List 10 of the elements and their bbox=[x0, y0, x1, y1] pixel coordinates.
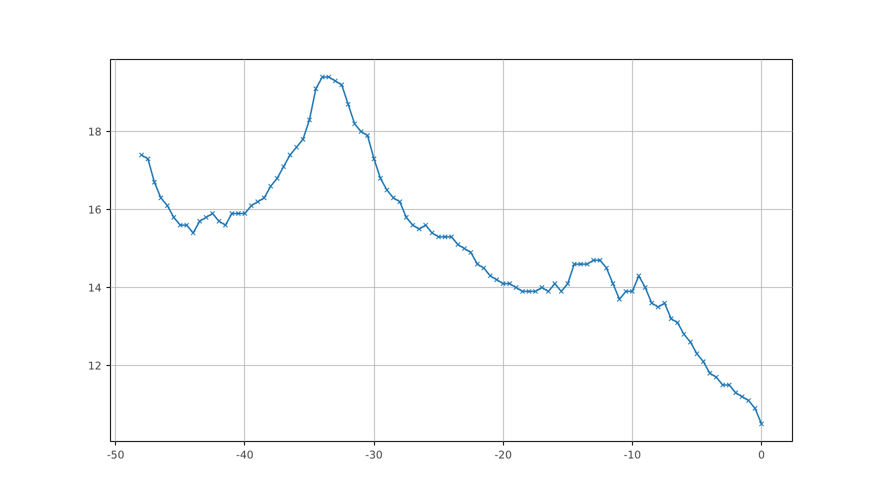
x-tick-label: -10 bbox=[624, 448, 642, 462]
x-tick-label: 0 bbox=[758, 448, 766, 462]
x-tick-label: -40 bbox=[236, 448, 254, 462]
y-tick-label: 16 bbox=[88, 204, 102, 217]
y-tick-label: 12 bbox=[88, 359, 102, 372]
x-tick-label: -30 bbox=[365, 448, 383, 462]
y-tick-label: 14 bbox=[88, 282, 102, 295]
x-tick-label: -50 bbox=[106, 448, 125, 462]
y-tick-label: 18 bbox=[88, 126, 102, 139]
x-tick-label: -20 bbox=[494, 448, 512, 462]
